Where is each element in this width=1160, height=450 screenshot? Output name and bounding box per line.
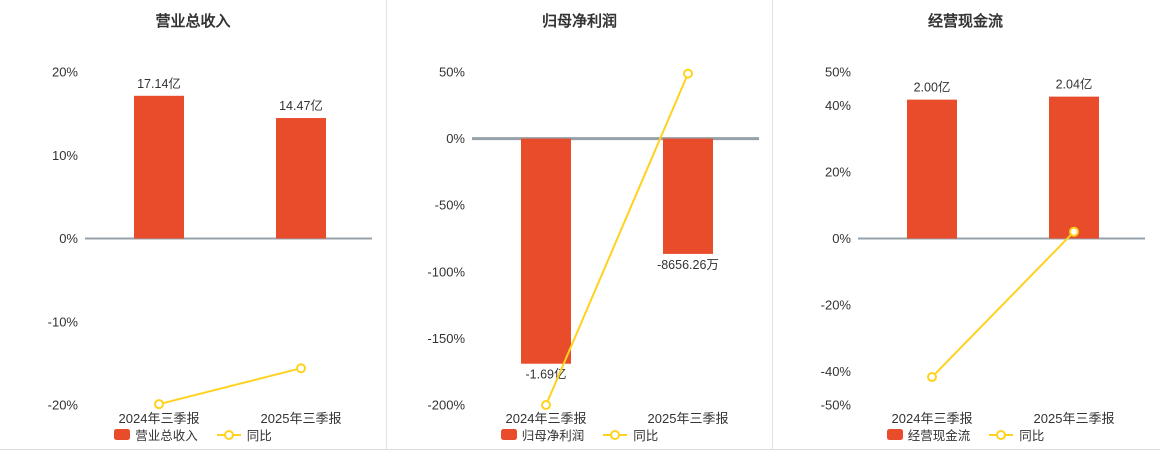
bar-value-label: -1.69亿 (526, 367, 567, 382)
y-tick-label: 10% (52, 148, 78, 163)
x-category-label: 2025年三季报 (1034, 411, 1115, 426)
y-tick-label: -50% (435, 198, 466, 213)
x-category-label: 2025年三季报 (261, 411, 342, 426)
legend-item-bar-series[interactable]: 营业总收入 (114, 425, 198, 444)
legend-item-yoy-series[interactable]: 同比 (602, 425, 658, 444)
y-tick-label: -100% (427, 264, 465, 279)
x-category-label: 2025年三季报 (648, 411, 729, 426)
yoy-line-point[interactable] (1069, 226, 1079, 237)
bar-swatch-icon (500, 429, 517, 440)
chart-panel-operating-cash-flow: 经营现金流 50% 40% 20% 0% -20% -40% -50% 2024年三季报 202… (772, 0, 1158, 449)
y-tick-label: 20% (52, 65, 78, 80)
chart-title: 经营现金流 (927, 13, 1003, 30)
bar[interactable] (521, 138, 571, 364)
y-tick-label: 0% (59, 231, 78, 246)
y-tick-label: -40% (821, 364, 852, 379)
yoy-line-point[interactable] (927, 372, 937, 383)
x-category-label: 2024年三季报 (119, 411, 200, 426)
legend-label: 同比 (246, 429, 272, 443)
bar-value-label: 2.04亿 (1056, 77, 1093, 92)
legend-label: 营业总收入 (135, 429, 198, 443)
yoy-line (545, 73, 689, 406)
legend: 经营现金流 同比 (773, 425, 1158, 444)
bar[interactable] (276, 118, 326, 239)
y-tick-label: 50% (439, 65, 465, 80)
y-tick-label: -200% (427, 398, 465, 413)
bar-swatch-icon (114, 429, 131, 440)
y-tick-label: 0% (832, 231, 851, 246)
y-tick-label: 50% (825, 65, 851, 80)
plot-area: 20% 10% 0% -10% -20% 2024年三季报 2025年三季报 17.14亿 14… (48, 65, 372, 426)
bar-swatch-icon (886, 429, 903, 440)
legend-label: 归母净利润 (521, 429, 585, 443)
y-tick-label: 0% (446, 131, 465, 146)
legend-item-bar-series[interactable]: 经营现金流 (886, 425, 971, 444)
legend-item-bar-series[interactable]: 归母净利润 (500, 425, 585, 444)
yoy-line (931, 231, 1075, 378)
chart-title: 营业总收入 (155, 13, 231, 30)
bar[interactable] (907, 99, 957, 239)
legend: 营业总收入 同比 (0, 425, 386, 444)
y-tick-label: -50% (821, 398, 852, 413)
legend-item-yoy-series[interactable]: 同比 (988, 425, 1044, 444)
yoy-line (158, 367, 302, 406)
legend: 归母净利润 同比 (387, 425, 772, 444)
y-tick-label: -150% (427, 331, 465, 346)
plot-area: 50% 40% 20% 0% -20% -40% -50% 2024年三季报 2025年三季报 2… (821, 65, 1145, 426)
legend-label: 经营现金流 (907, 429, 971, 443)
y-tick-label: -10% (48, 314, 79, 329)
y-tick-label: 20% (825, 164, 851, 179)
legend-label: 同比 (1019, 429, 1045, 443)
bar[interactable] (134, 95, 184, 239)
line-swatch-icon (989, 429, 1014, 440)
yoy-line-point[interactable] (154, 399, 164, 410)
chart-panel-net-profit: 归母净利润 50% 0% -50% -100% -150% -200% 2024年三季报 20… (386, 0, 772, 449)
y-tick-label: 40% (825, 98, 851, 113)
chart-panel-operating-revenue: 营业总收入 20% 10% 0% -10% -20% 2024年三季报 2025年三季报 17… (0, 0, 386, 449)
bar[interactable] (1049, 96, 1099, 239)
y-tick-label: -20% (48, 398, 79, 413)
yoy-line-point[interactable] (683, 68, 693, 79)
chart-title: 归母净利润 (541, 13, 617, 30)
line-swatch-icon (603, 429, 628, 440)
bar-value-label: -8656.26万 (657, 258, 719, 272)
line-swatch-icon (216, 429, 241, 440)
x-category-label: 2024年三季报 (506, 411, 587, 426)
y-tick-label: -20% (821, 298, 852, 313)
plot-area: 50% 0% -50% -100% -150% -200% 2024年三季报 2025年三季报… (427, 65, 759, 426)
yoy-line-point[interactable] (541, 400, 551, 410)
x-category-label: 2024年三季报 (892, 411, 973, 426)
yoy-line-point[interactable] (296, 363, 306, 374)
legend-label: 同比 (633, 429, 659, 443)
bar-value-label: 2.00亿 (914, 80, 951, 95)
bar[interactable] (663, 138, 713, 254)
bar-value-label: 17.14亿 (137, 76, 181, 91)
bar-value-label: 14.47亿 (279, 98, 323, 113)
legend-item-yoy-series[interactable]: 同比 (216, 425, 272, 444)
